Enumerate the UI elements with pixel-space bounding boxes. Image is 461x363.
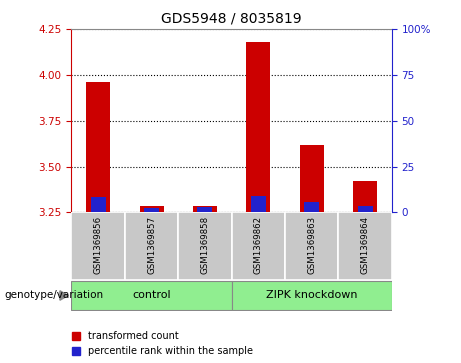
Text: GSM1369856: GSM1369856	[94, 216, 103, 274]
Bar	[358, 206, 372, 212]
Bar	[231, 212, 285, 280]
Text: genotype/variation: genotype/variation	[5, 290, 104, 301]
Bar	[125, 212, 178, 280]
Polygon shape	[60, 291, 68, 300]
Bar	[338, 212, 392, 280]
Bar	[71, 281, 231, 310]
Bar	[144, 208, 159, 212]
Text: GSM1369863: GSM1369863	[307, 216, 316, 274]
Bar	[353, 181, 377, 212]
Bar	[71, 212, 125, 280]
Text: GSM1369858: GSM1369858	[201, 216, 209, 274]
Text: GSM1369864: GSM1369864	[361, 216, 370, 274]
Bar	[251, 196, 266, 212]
Bar	[231, 281, 392, 310]
Bar	[86, 82, 110, 212]
Bar	[193, 206, 217, 212]
Bar	[91, 197, 106, 212]
Bar	[304, 202, 319, 212]
Bar	[246, 42, 270, 212]
Bar	[285, 212, 338, 280]
Bar	[300, 144, 324, 212]
Text: control: control	[132, 290, 171, 300]
Bar	[140, 206, 164, 212]
Legend: transformed count, percentile rank within the sample: transformed count, percentile rank withi…	[72, 331, 253, 356]
Bar	[197, 207, 213, 212]
Bar	[178, 212, 231, 280]
Text: GSM1369857: GSM1369857	[147, 216, 156, 274]
Text: GSM1369862: GSM1369862	[254, 216, 263, 274]
Text: ZIPK knockdown: ZIPK knockdown	[266, 290, 357, 300]
Title: GDS5948 / 8035819: GDS5948 / 8035819	[161, 11, 302, 25]
